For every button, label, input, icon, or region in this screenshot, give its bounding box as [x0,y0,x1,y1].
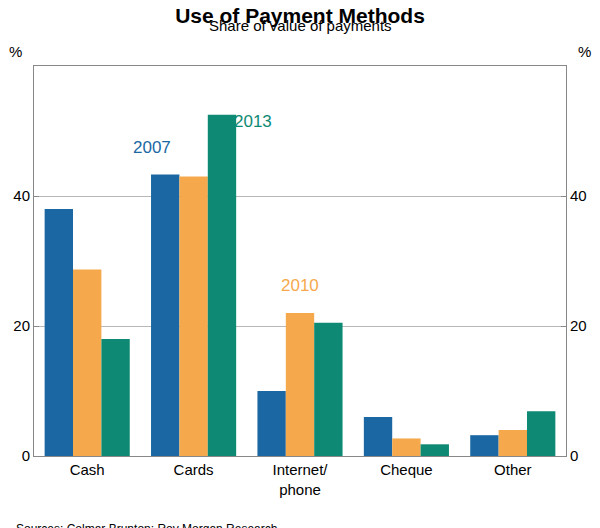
svg-text:Share of value of payments: Share of value of payments [209,17,392,34]
svg-text:%: % [578,43,591,60]
svg-text:Cards: Cards [174,461,214,478]
svg-text:Sources: Colmar Brunton; Roy M: Sources: Colmar Brunton; Roy Morgan Rese… [16,522,277,528]
svg-text:0: 0 [570,447,578,464]
svg-text:20: 20 [13,317,30,334]
svg-text:40: 40 [570,187,587,204]
svg-text:Other: Other [494,461,532,478]
svg-text:20: 20 [570,317,587,334]
svg-text:Cash: Cash [70,461,105,478]
svg-text:2010: 2010 [281,276,319,295]
svg-text:2007: 2007 [133,138,171,157]
svg-text:%: % [9,43,22,60]
svg-text:2013: 2013 [234,112,272,131]
svg-text:Cheque: Cheque [380,461,433,478]
svg-text:0: 0 [22,447,30,464]
svg-text:40: 40 [13,187,30,204]
svg-text:Use of Payment Methods: Use of Payment Methods [175,4,425,27]
svg-text:Internet/phone: Internet/phone [272,461,328,498]
